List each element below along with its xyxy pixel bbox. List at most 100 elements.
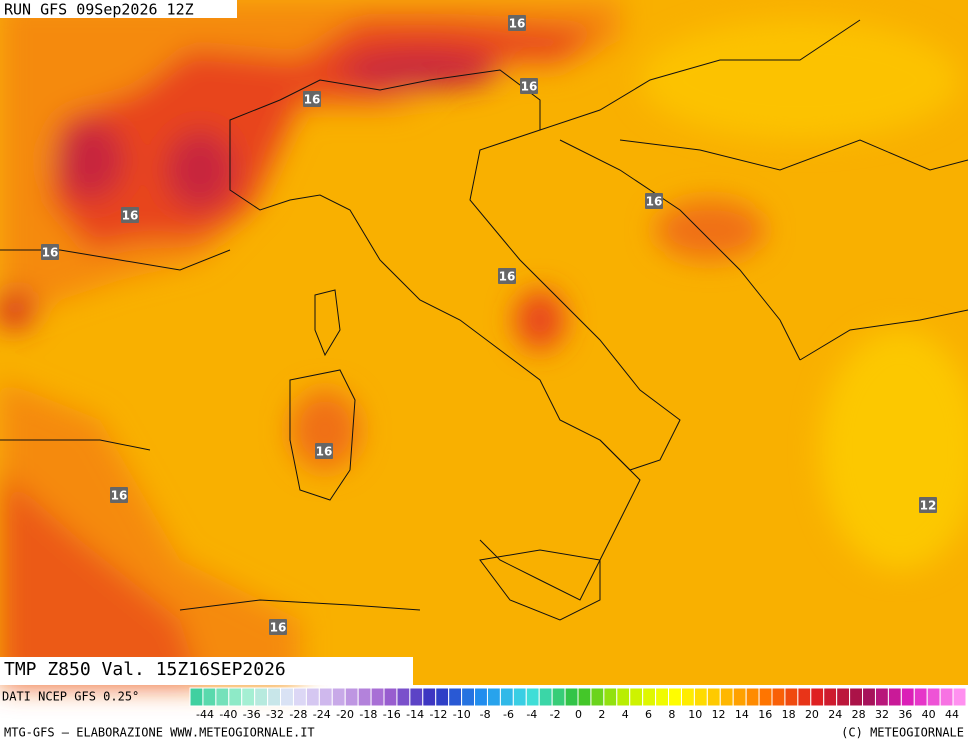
copyright: (C) METEOGIORNALE — [841, 726, 964, 740]
scale-swatch — [823, 687, 838, 707]
contour-label: 16 — [646, 195, 663, 209]
scale-swatch — [448, 687, 463, 707]
scale-swatch — [926, 687, 941, 707]
scale-swatch — [409, 687, 424, 707]
scale-swatch — [254, 687, 269, 707]
contour-label: 16 — [42, 246, 59, 260]
scale-label: -40 — [219, 708, 237, 721]
scale-label: 12 — [712, 708, 726, 721]
contour-label: 16 — [122, 209, 139, 223]
contour-label: 16 — [509, 17, 526, 31]
contour-label: 16 — [521, 80, 538, 94]
scale-label: -2 — [550, 708, 561, 721]
source: DATI NCEP GFS 0.25° — [2, 690, 139, 704]
scale-label: -8 — [480, 708, 491, 721]
scale-label: -32 — [266, 708, 284, 721]
contour-label-box — [269, 619, 287, 635]
scale-swatch — [370, 687, 385, 707]
contour-label-box — [315, 443, 333, 459]
scale-label: 18 — [782, 708, 796, 721]
scale-label: 8 — [668, 708, 675, 721]
contour-label-box — [110, 487, 128, 503]
scale-swatch — [305, 687, 320, 707]
scale-swatch — [538, 687, 553, 707]
scale-swatch — [810, 687, 825, 707]
contour-label-box — [520, 78, 538, 94]
scale-swatch — [784, 687, 799, 707]
scale-label: -28 — [289, 708, 307, 721]
scale-swatch — [525, 687, 540, 707]
scale-label: -24 — [313, 708, 331, 721]
contour-label-box — [303, 91, 321, 107]
scale-label: -14 — [406, 708, 424, 721]
scale-swatch — [202, 687, 217, 707]
scale-swatch — [422, 687, 437, 707]
contour-label-box — [508, 15, 526, 31]
scale-swatch — [745, 687, 760, 707]
scale-swatch — [357, 687, 372, 707]
contour-label: 12 — [920, 499, 937, 513]
scale-label: -36 — [243, 708, 261, 721]
credit: MTG-GFS – ELABORAZIONE WWW.METEOGIORNALE… — [4, 726, 315, 740]
scale-label: 40 — [922, 708, 936, 721]
scale-label: -12 — [429, 708, 447, 721]
scale-swatch — [435, 687, 450, 707]
scale-swatch — [215, 687, 230, 707]
scale-swatch — [887, 687, 902, 707]
scale-swatch — [499, 687, 514, 707]
contour-label-box — [919, 497, 937, 513]
scale-swatch — [629, 687, 644, 707]
scale-swatch — [292, 687, 307, 707]
scale-swatch — [383, 687, 398, 707]
scale-swatch — [486, 687, 501, 707]
scale-label: 2 — [598, 708, 605, 721]
scale-swatch — [900, 687, 915, 707]
scale-swatch — [862, 687, 876, 707]
scale-label: 0 — [575, 708, 582, 721]
scale-swatch — [551, 687, 566, 707]
scale-label: 24 — [828, 708, 842, 721]
scale-swatch — [913, 687, 928, 707]
field-title: TMP Z850 Val. 15Z16SEP2026 — [4, 659, 286, 680]
contour-label: 16 — [316, 445, 333, 459]
scale-swatch — [849, 687, 864, 707]
scale-swatch — [668, 687, 682, 707]
scale-label: -10 — [453, 708, 471, 721]
scale-label: 4 — [622, 708, 629, 721]
scale-swatch — [512, 687, 527, 707]
color-scale: -44 -40 -36 -32 -28 -24 -20 -18 -16 -14 -12 -10 -8 -6… — [189, 687, 967, 721]
scale-label: -18 — [359, 708, 377, 721]
scale-label: 10 — [688, 708, 702, 721]
scale-swatch — [318, 687, 333, 707]
scale-swatch — [732, 687, 747, 707]
scale-label: 36 — [898, 708, 912, 721]
field-box — [0, 657, 413, 685]
scale-swatch — [680, 687, 695, 707]
map-field — [0, 0, 968, 685]
scale-swatch — [693, 687, 708, 707]
scale-swatch — [344, 687, 359, 707]
scale-swatch — [836, 687, 851, 707]
scale-swatch — [241, 687, 256, 707]
scale-swatch — [189, 687, 204, 707]
scale-label: 32 — [875, 708, 889, 721]
contour-label: 16 — [304, 93, 321, 107]
contour-label: 16 — [499, 270, 516, 284]
contour-label-box — [41, 244, 59, 260]
scale-swatch — [603, 687, 618, 707]
borders — [0, 19, 968, 621]
scale-swatch — [797, 687, 812, 707]
scale-swatch — [706, 687, 721, 707]
scale-swatch — [642, 687, 657, 707]
scale-label: -44 — [196, 708, 214, 721]
contour-label: 16 — [270, 621, 287, 635]
scale-swatch — [474, 687, 488, 707]
scale-swatch — [280, 687, 294, 707]
scale-swatch — [461, 687, 476, 707]
scale-swatch — [952, 687, 967, 707]
contour-label-box — [121, 207, 139, 223]
scale-swatch — [758, 687, 773, 707]
contour-label-box — [498, 268, 516, 284]
